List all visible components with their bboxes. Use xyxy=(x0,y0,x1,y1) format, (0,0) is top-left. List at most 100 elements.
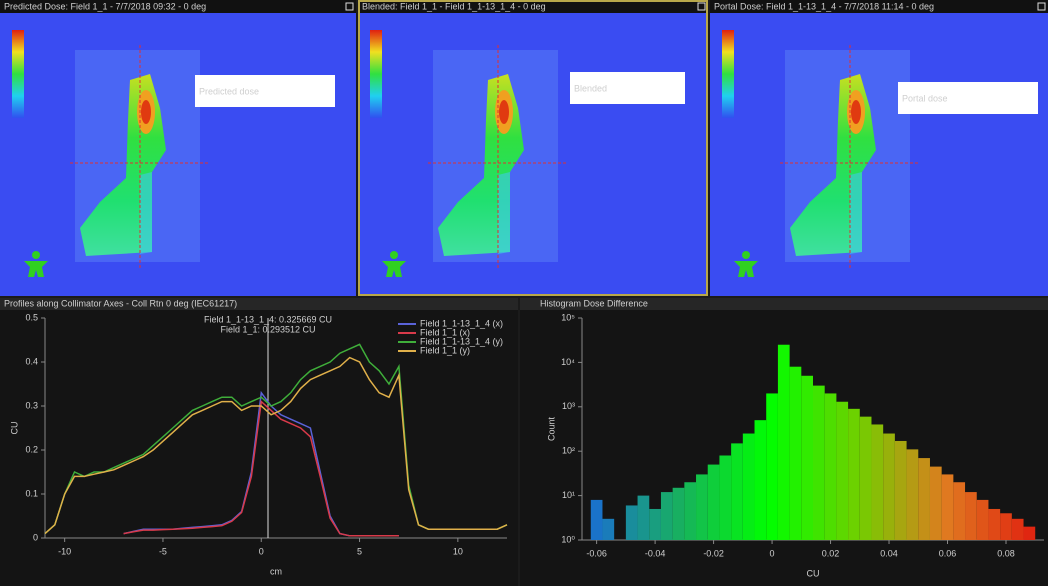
x-tick-label: 0.02 xyxy=(822,548,840,558)
histogram-bar xyxy=(777,344,790,540)
panel-header xyxy=(710,0,1048,13)
dose-panel: Predicted Dose: Field 1_1 - 7/7/2018 09:… xyxy=(0,0,356,296)
histogram-bar xyxy=(1000,513,1012,540)
histogram-bar xyxy=(754,420,767,540)
dose-body-right xyxy=(140,172,152,254)
histogram-bar xyxy=(836,401,849,540)
y-axis-label: CU xyxy=(9,422,19,435)
panel-header xyxy=(358,0,708,13)
panel-button xyxy=(697,2,706,11)
histogram-bar xyxy=(918,458,930,540)
x-tick-label: -10 xyxy=(58,546,71,556)
chart-title: Histogram Dose Difference xyxy=(540,298,648,308)
histogram-bar xyxy=(859,416,872,540)
icon-body xyxy=(382,261,406,277)
histogram-bar xyxy=(953,482,966,540)
histogram-bar xyxy=(988,508,1001,540)
histogram-bar xyxy=(731,443,743,540)
histogram-bar xyxy=(649,508,661,540)
dose-body-right xyxy=(850,172,862,254)
annotation: Field 1_1-13_1_4: 0.325669 CU xyxy=(204,314,332,324)
panel-title: Predicted Dose: Field 1_1 - 7/7/2018 09:… xyxy=(4,1,206,11)
histogram-bar xyxy=(824,393,837,540)
panel-header xyxy=(0,0,356,13)
histogram-bar xyxy=(929,466,942,540)
histogram-bar xyxy=(660,492,673,540)
histogram-bar xyxy=(766,393,778,540)
label-box xyxy=(898,82,1038,114)
y-tick-label: 0.4 xyxy=(25,356,38,366)
y-tick-label: 10² xyxy=(562,446,575,456)
y-tick-label: 0.2 xyxy=(25,444,38,454)
histogram-bar xyxy=(894,440,907,540)
x-tick-label: 5 xyxy=(357,546,362,556)
histogram-bar xyxy=(684,482,697,540)
histogram-bar xyxy=(719,455,732,540)
x-tick-label: 0 xyxy=(259,546,264,556)
hotspot-core xyxy=(851,100,861,124)
panel-label: Blended xyxy=(574,83,607,93)
y-tick-label: 10⁰ xyxy=(561,534,575,544)
label-box xyxy=(195,75,335,107)
chart-title: Profiles along Collimator Axes - Coll Rt… xyxy=(4,298,237,308)
histogram-bar xyxy=(813,385,825,540)
y-tick-label: 0.3 xyxy=(25,400,38,410)
histogram-bar xyxy=(871,424,884,540)
x-axis-label: CU xyxy=(807,568,820,578)
colorbar xyxy=(370,30,382,118)
panel-label: Portal dose xyxy=(902,93,948,103)
dose-panel: Blended: Field 1_1 - Field 1_1-13_1_4 - … xyxy=(358,0,708,296)
histogram-bar xyxy=(883,433,895,540)
x-tick-label: -0.06 xyxy=(586,548,607,558)
chart-header xyxy=(0,298,518,310)
histogram-bar xyxy=(672,487,685,540)
histogram-bar xyxy=(906,449,919,540)
y-tick-label: 10¹ xyxy=(562,490,575,500)
orientation-icon xyxy=(734,251,758,277)
y-tick-label: 0.1 xyxy=(25,488,38,498)
x-tick-label: 0.04 xyxy=(880,548,898,558)
icon-body xyxy=(24,261,48,277)
orientation-icon xyxy=(382,251,406,277)
histogram-bar xyxy=(976,499,989,540)
x-tick-label: -0.02 xyxy=(703,548,724,558)
hotspot-core xyxy=(499,100,509,124)
histogram-bar xyxy=(1011,518,1024,540)
colorbar xyxy=(12,30,24,118)
histogram-bar xyxy=(590,499,603,540)
histogram-bar xyxy=(941,474,954,540)
legend-label: Field 1_1 (y) xyxy=(420,345,470,355)
y-tick-label: 10⁴ xyxy=(561,357,575,367)
x-tick-label: -0.04 xyxy=(645,548,666,558)
panel-button xyxy=(1037,2,1046,11)
label-box xyxy=(570,72,685,104)
orientation-icon xyxy=(24,251,48,277)
panel-button xyxy=(345,2,354,11)
histogram-bar xyxy=(1023,526,1036,540)
hotspot-core xyxy=(141,100,151,124)
y-axis-label: Count xyxy=(546,417,556,442)
histogram-bar xyxy=(848,408,860,540)
histogram-bar xyxy=(637,495,650,540)
series-line xyxy=(44,356,508,535)
x-tick-label: 10 xyxy=(453,546,463,556)
x-tick-label: 0.06 xyxy=(939,548,957,558)
icon-head xyxy=(390,251,398,259)
annotation: Field 1_1: 0.293512 CU xyxy=(220,324,315,334)
chart-header xyxy=(520,298,1048,310)
histogram-bar xyxy=(789,366,802,540)
legend-label: Field 1_1-13_1_4 (x) xyxy=(420,318,503,328)
histogram-bar xyxy=(696,474,708,540)
series-line xyxy=(123,400,399,537)
legend-label: Field 1_1 (x) xyxy=(420,327,470,337)
y-tick-label: 0.5 xyxy=(25,312,38,322)
panel-title: Blended: Field 1_1 - Field 1_1-13_1_4 - … xyxy=(362,1,546,11)
histogram-bar xyxy=(707,464,720,540)
x-tick-label: -5 xyxy=(159,546,167,556)
histogram-bar xyxy=(742,433,755,540)
y-tick-label: 0 xyxy=(33,532,38,542)
legend-label: Field 1_1-13_1_4 (y) xyxy=(420,336,503,346)
histogram-bar xyxy=(801,375,813,540)
x-tick-label: 0 xyxy=(770,548,775,558)
